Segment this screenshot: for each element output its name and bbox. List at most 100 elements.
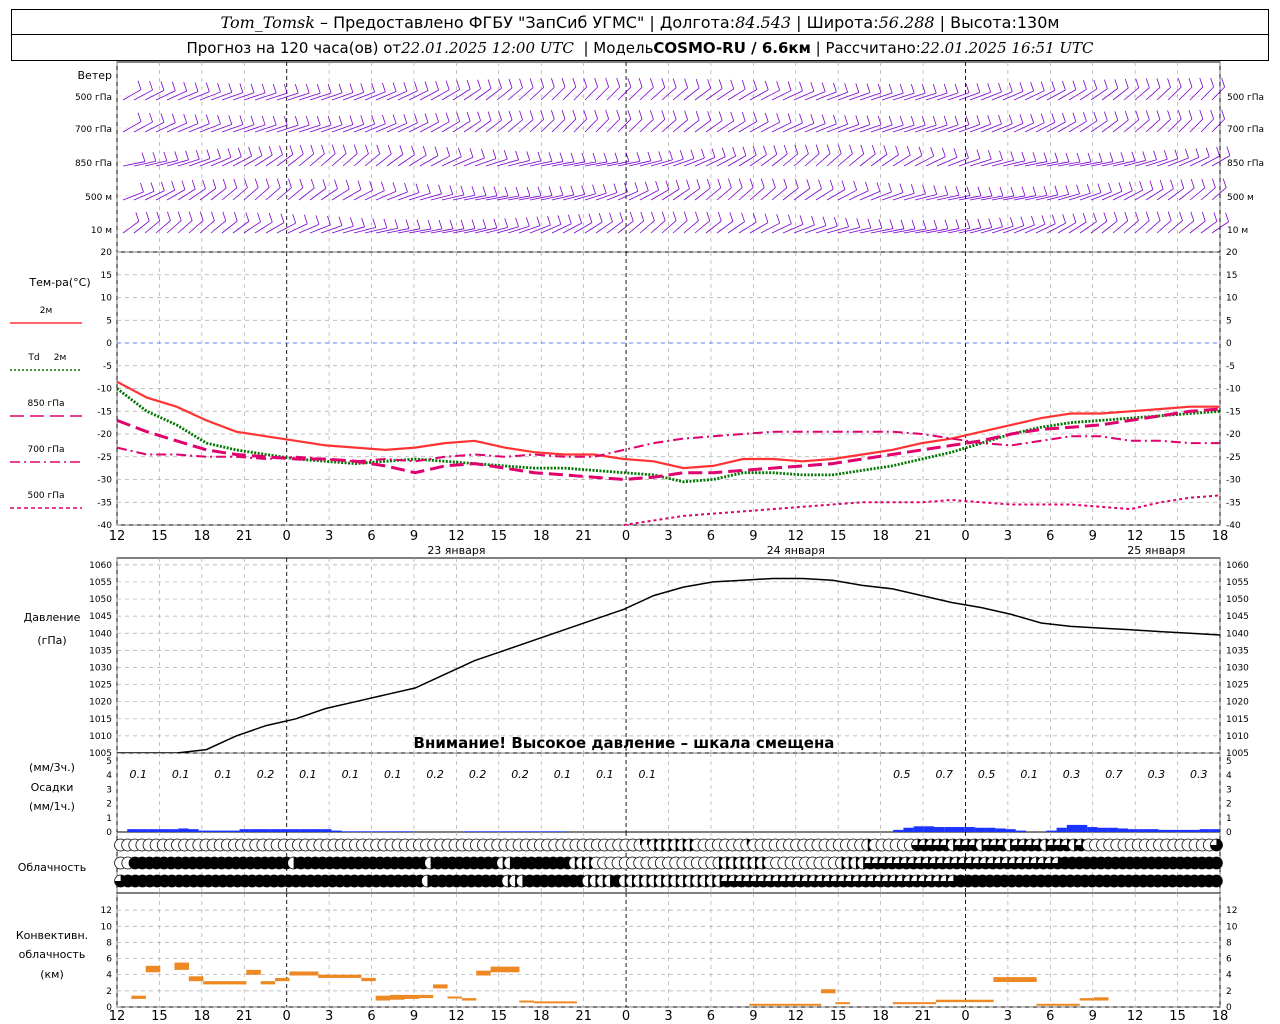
wind-barb-feather <box>906 146 911 156</box>
wind-barb <box>749 121 769 133</box>
wind-barb-feather <box>661 211 666 221</box>
time-tick-top: 18 <box>194 529 211 544</box>
wind-barb <box>969 91 991 101</box>
precip-bar <box>137 829 148 832</box>
wind-barb-feather <box>672 110 677 120</box>
wind-barb-feather <box>1199 109 1204 120</box>
wind-barb-feather <box>1021 186 1026 196</box>
wind-barb-feather <box>322 179 327 189</box>
wind-barb-feather <box>372 218 377 228</box>
wind-barb <box>782 153 799 167</box>
wind-barb <box>606 191 628 201</box>
wind-barb <box>584 86 598 101</box>
precip-bar <box>280 829 291 832</box>
time-tick-top: 12 <box>1127 529 1144 544</box>
wind-barb <box>782 224 804 234</box>
wind-barb <box>474 120 492 133</box>
wind-barb-feather <box>1072 80 1077 90</box>
wind-barb <box>969 158 992 167</box>
wind-barb <box>991 225 1014 234</box>
conv-bar <box>174 962 189 970</box>
wind-barb <box>793 153 809 167</box>
wind-barb <box>1211 155 1231 167</box>
wind-barb-feather <box>493 218 498 228</box>
precip-bar <box>1097 827 1108 832</box>
wind-barb-feather <box>334 179 338 189</box>
wind-barb <box>375 190 397 201</box>
wind-barb <box>452 88 471 101</box>
wind-barb <box>1101 120 1119 133</box>
wind-barb <box>870 154 888 167</box>
wind-barb-feather <box>1188 109 1193 120</box>
time-tick-top: 9 <box>749 529 757 544</box>
temp-tick-right: -35 <box>1226 498 1241 508</box>
conv-bar <box>993 977 1008 982</box>
time-tick-bottom: 18 <box>194 1009 211 1024</box>
wind-level-right: 850 гПа <box>1227 159 1264 169</box>
wind-barb-feather <box>672 211 677 221</box>
wind-barb <box>969 226 992 234</box>
precip-bar <box>1128 829 1139 832</box>
wind-barb <box>276 124 299 133</box>
time-tick-bottom: 18 <box>872 1009 889 1024</box>
time-tick-top: 18 <box>533 529 550 544</box>
wind-barb <box>936 157 958 167</box>
wind-barb <box>276 222 296 234</box>
wind-barb <box>947 124 970 133</box>
wind-barb-feather <box>540 110 545 120</box>
wind-barb <box>1013 90 1034 101</box>
wind-barb <box>375 227 399 234</box>
wind-barb <box>177 158 200 167</box>
temp-tick-left: -35 <box>97 498 112 508</box>
wind-barb-feather <box>1082 213 1087 223</box>
wind-barb <box>452 228 476 234</box>
precip-bar <box>1138 829 1149 832</box>
wind-barb-feather <box>640 211 645 221</box>
pressure-warning: Внимание! Высокое давление – шкала смеще… <box>414 734 835 752</box>
wind-barb <box>1211 86 1225 101</box>
wind-barb-feather <box>371 83 375 93</box>
wind-barb-feather <box>605 77 610 88</box>
wind-barb-feather <box>1163 150 1168 160</box>
wind-barb-feather <box>250 83 255 93</box>
wind-barb <box>1057 222 1077 234</box>
wind-barb-feather <box>237 147 242 157</box>
wind-barb <box>309 188 327 201</box>
wind-barb <box>122 121 142 133</box>
wind-barb-feather <box>844 115 849 125</box>
wind-barb <box>628 220 645 234</box>
pressure-tick-right: 1060 <box>1226 561 1249 571</box>
precip-bar <box>1077 824 1088 832</box>
wind-barb <box>562 193 585 201</box>
wind-barb-feather <box>933 219 938 230</box>
wind-barb <box>463 120 481 133</box>
wind-barb-feather <box>866 115 871 125</box>
wind-barb-feather <box>1030 113 1035 124</box>
wind-barb <box>496 159 519 167</box>
wind-barb <box>122 89 142 101</box>
wind-barb-feather <box>487 111 492 121</box>
pressure-tick-left: 1060 <box>89 561 112 571</box>
precip-bar <box>954 827 965 832</box>
wind-barb-feather <box>1205 147 1210 157</box>
wind-barb-feather <box>613 183 618 193</box>
time-tick-bottom: 18 <box>1212 1009 1229 1024</box>
wind-barb-feather <box>360 115 365 125</box>
wind-barb-feather <box>634 182 639 192</box>
precip-bar <box>1158 829 1169 832</box>
wind-barb-feather <box>966 186 971 196</box>
wind-barb-feather <box>457 147 462 157</box>
temp-tick-left: -40 <box>97 521 112 531</box>
wind-barb-feather <box>268 146 273 156</box>
wind-barb-feather <box>581 152 586 163</box>
wind-barb-feather <box>1124 78 1129 89</box>
wind-barb-feather <box>1177 110 1182 120</box>
wind-barb-feather <box>435 81 440 91</box>
wind-barb <box>650 189 670 201</box>
wind-barb-feather <box>515 217 519 227</box>
wind-barb <box>716 221 734 234</box>
wind-barb <box>595 86 609 101</box>
wind-barb <box>309 153 325 167</box>
wind-barb <box>650 159 673 167</box>
wind-barb <box>1145 220 1161 234</box>
